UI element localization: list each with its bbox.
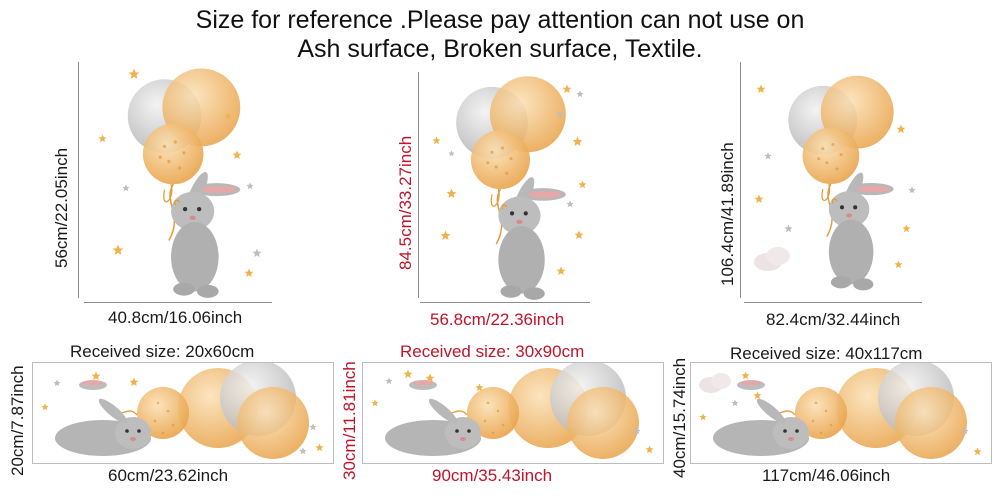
sticker-artwork bbox=[96, 62, 272, 300]
sticker-artwork bbox=[690, 362, 992, 464]
height-label: 20cm/7.87inch bbox=[8, 365, 27, 476]
width-label: 117cm/46.06inch bbox=[762, 466, 891, 485]
width-dimension-line bbox=[420, 302, 590, 303]
width-label: 40.8cm/16.06inch bbox=[108, 308, 243, 327]
width-label: 82.4cm/32.44inch bbox=[766, 310, 901, 329]
header-line-1: Size for reference .Please pay attention… bbox=[195, 6, 805, 34]
header-line-2: Ash surface, Broken surface, Textile. bbox=[297, 35, 703, 63]
height-dimension-line bbox=[78, 62, 79, 298]
received-size-label: Received size: 20x60cm bbox=[70, 342, 255, 361]
width-label: 56.8cm/22.36inch bbox=[430, 310, 565, 329]
width-label: 90cm/35.43inch bbox=[432, 466, 553, 485]
sticker-artwork bbox=[362, 362, 664, 464]
height-label: 84.5cm/33.27inch bbox=[396, 135, 415, 270]
sticker-artwork bbox=[750, 64, 922, 298]
height-label: 40cm/15.74inch bbox=[670, 357, 689, 478]
height-label: 30cm/11.81inch bbox=[340, 361, 359, 480]
sticker-artwork bbox=[32, 362, 334, 464]
sticker-artwork bbox=[426, 70, 596, 302]
height-dimension-line bbox=[740, 62, 741, 298]
height-dimension-line bbox=[418, 72, 419, 298]
width-label: 60cm/23.62inch bbox=[108, 466, 229, 485]
received-size-label: Received size: 40x117cm bbox=[730, 344, 923, 363]
height-label: 106.4cm/41.89inch bbox=[718, 142, 737, 286]
width-dimension-line bbox=[744, 302, 922, 303]
width-dimension-line bbox=[84, 302, 272, 303]
height-label: 56cm/22.05inch bbox=[52, 147, 71, 268]
received-size-label: Received size: 30x90cm bbox=[400, 342, 585, 361]
